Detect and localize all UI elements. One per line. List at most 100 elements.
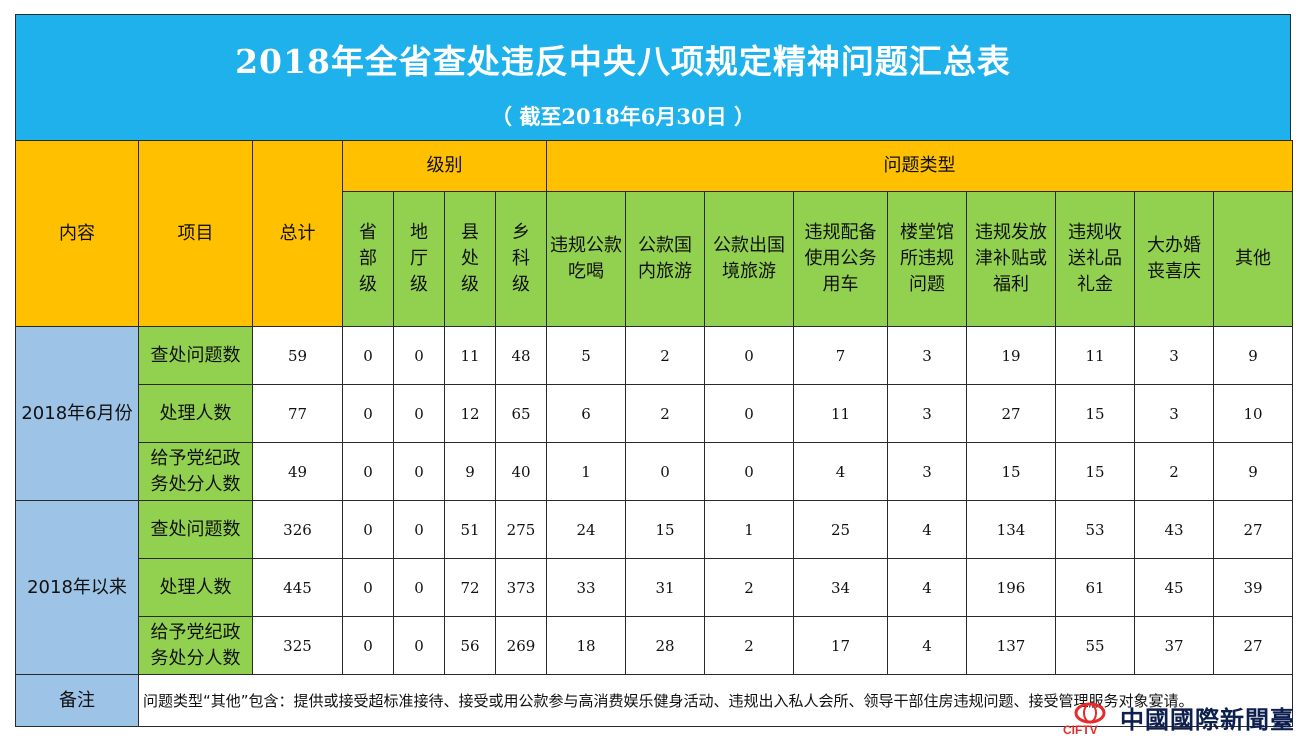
header-level-label: 县处级 [461, 222, 479, 295]
data-cell: 196 [966, 558, 1056, 617]
header-type: 公款出国境旅游 [704, 191, 794, 327]
header-type-label: 违规收送礼品礼金 [1068, 222, 1122, 295]
page-title: 2018年全省查处违反中央八项规定精神问题汇总表 [235, 42, 1011, 81]
data-cell: 3 [1134, 384, 1214, 443]
header-type-label: 公款国内旅游 [638, 235, 692, 282]
data-cell: 12 [444, 384, 496, 443]
data-cell: 24 [546, 500, 626, 559]
data-cell: 40 [495, 442, 547, 501]
data-cell: 0 [342, 326, 394, 385]
row-item-text: 处理人数 [159, 402, 232, 424]
row-item-text: 给予党纪政务处分人数 [150, 447, 241, 495]
data-cell: 2 [625, 384, 705, 443]
header-level: 省部级 [342, 191, 394, 327]
row-item-label: 给予党纪政务处分人数 [138, 616, 253, 675]
data-cell: 43 [1134, 500, 1214, 559]
header-level-label: 乡科级 [512, 222, 530, 295]
header-level-group: 级别 [342, 140, 547, 192]
summary-sheet: 2018年全省查处违反中央八项规定精神问题汇总表 （ 截至2018年6月30日 … [15, 14, 1294, 727]
table-row: 处理人数 445 0 0 72 373 33 31 2 34 4 196 61 45 39 [16, 558, 1294, 617]
row-item-label: 给予党纪政务处分人数 [138, 442, 253, 501]
header-type: 大办婚丧喜庆 [1134, 191, 1214, 327]
data-cell: 7 [793, 326, 888, 385]
data-cell: 39 [1212, 558, 1294, 617]
data-cell: 51 [444, 500, 496, 559]
data-cell: 65 [495, 384, 547, 443]
row-item-text: 给予党纪政务处分人数 [150, 621, 241, 669]
row-item-label: 查处问题数 [138, 326, 253, 385]
data-cell: 9 [1212, 442, 1294, 501]
data-cell: 0 [342, 558, 394, 617]
data-cell: 27 [1212, 500, 1294, 559]
data-cell: 4 [887, 616, 967, 675]
watermark-text: 中國國際新聞臺 [1120, 706, 1295, 734]
header-type-label: 违规公款吃喝 [550, 235, 622, 282]
header-level: 乡科级 [495, 191, 547, 327]
header-type-label: 违规配备使用公务用车 [804, 222, 877, 295]
data-cell: 10 [1212, 384, 1294, 443]
data-cell: 15 [625, 500, 705, 559]
header-type: 公款国内旅游 [625, 191, 705, 327]
data-cell: 3 [1134, 326, 1214, 385]
data-cell: 0 [342, 442, 394, 501]
table-row: 处理人数 77 0 0 12 65 6 2 0 11 3 27 15 3 10 [16, 384, 1294, 443]
data-cell: 31 [625, 558, 705, 617]
data-cell: 137 [966, 616, 1056, 675]
header-type-group: 问题类型 [545, 140, 1294, 192]
data-cell: 37 [1134, 616, 1214, 675]
summary-table: 内容 项目 总计 级别 问题类型 省部级 地厅级 县处级 乡科级 违规公款吃喝 … [15, 140, 1294, 727]
row-item-label: 处理人数 [138, 384, 253, 443]
data-cell: 373 [495, 558, 547, 617]
data-cell: 11 [793, 384, 888, 443]
table-body: 2018年6月份 查处问题数 59 0 0 11 48 5 2 0 7 3 19 11 3 9 处理人数 77 0 0… [15, 326, 1294, 675]
header-type: 楼堂馆所违规问题 [887, 191, 967, 327]
data-cell: 0 [393, 384, 445, 443]
group-label: 2018年以来 [15, 500, 139, 675]
data-cell: 33 [546, 558, 626, 617]
note-label: 备注 [15, 674, 139, 727]
table-row: 2018年以来 查处问题数 326 0 0 51 275 24 15 1 25 4 134 53 43 27 [15, 500, 1294, 675]
header-type: 违规公款吃喝 [546, 191, 626, 327]
data-cell: 0 [342, 500, 394, 559]
cift-tv-logo-icon: CIFTV [1063, 702, 1106, 736]
data-cell: 18 [546, 616, 626, 675]
data-cell: 2 [625, 326, 705, 385]
data-cell: 9 [444, 442, 496, 501]
data-cell: 0 [393, 500, 445, 559]
data-cell: 0 [625, 442, 705, 501]
group-label: 2018年6月份 [15, 326, 139, 501]
data-cell: 59 [252, 326, 343, 385]
data-cell: 4 [793, 442, 888, 501]
header-item: 项目 [138, 140, 253, 327]
data-cell: 0 [704, 326, 794, 385]
data-cell: 15 [1055, 384, 1135, 443]
header-type-label: 楼堂馆所违规问题 [900, 222, 954, 295]
data-cell: 56 [444, 616, 496, 675]
data-cell: 1 [704, 500, 794, 559]
data-cell: 5 [546, 326, 626, 385]
header-type-label: 违规发放津补贴或福利 [975, 222, 1047, 295]
header-type: 其他 [1212, 191, 1294, 327]
data-cell: 1 [546, 442, 626, 501]
data-cell: 11 [444, 326, 496, 385]
data-cell: 55 [1055, 616, 1135, 675]
table-row: 给予党纪政务处分人数 49 0 0 9 40 1 0 0 4 3 15 15 2 9 [16, 442, 1294, 501]
table-footer: 备注 问题类型“其他”包含：提供或接受超标准接待、接受或用公款参与高消费娱乐健身… [15, 674, 1294, 727]
data-cell: 27 [966, 384, 1056, 443]
data-cell: 275 [495, 500, 547, 559]
header-type: 违规收送礼品礼金 [1055, 191, 1135, 327]
page-subtitle: （ 截至2018年6月30日 ） [491, 104, 755, 129]
header-level: 县处级 [444, 191, 496, 327]
header-level-label: 地厅级 [410, 222, 428, 295]
data-cell: 0 [393, 616, 445, 675]
row-item-text: 查处问题数 [150, 344, 241, 366]
header-total: 总计 [252, 140, 343, 327]
data-cell: 19 [966, 326, 1056, 385]
data-cell: 325 [252, 616, 343, 675]
data-cell: 53 [1055, 500, 1135, 559]
row-item-text: 处理人数 [159, 576, 232, 598]
data-cell: 445 [252, 558, 343, 617]
data-cell: 3 [887, 326, 967, 385]
data-cell: 28 [625, 616, 705, 675]
data-cell: 25 [793, 500, 888, 559]
